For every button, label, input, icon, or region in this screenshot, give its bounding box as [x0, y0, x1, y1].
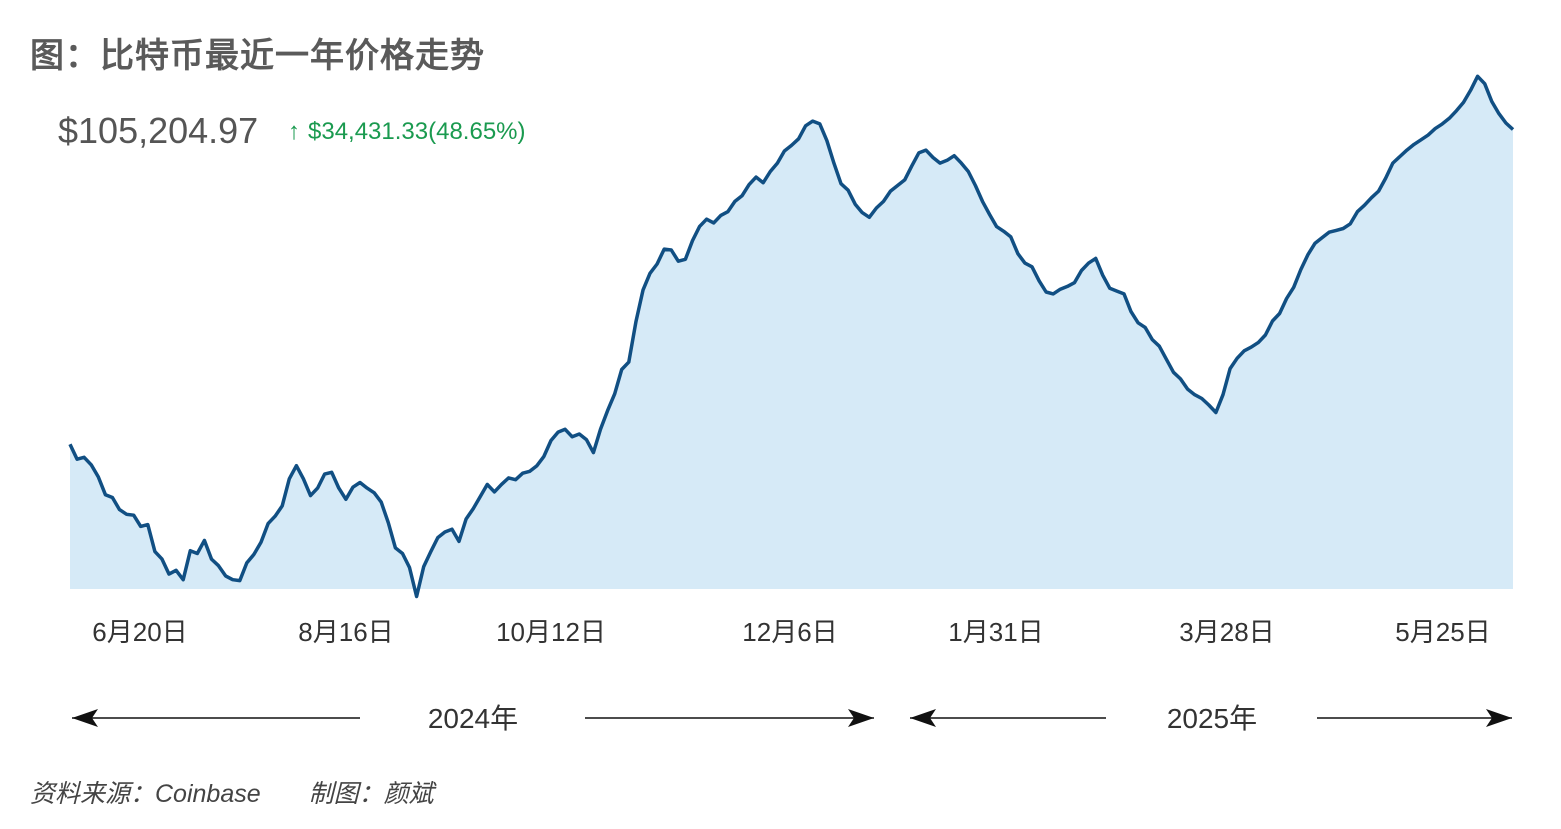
year-label: 2024年: [428, 703, 518, 734]
price-area-fill: [70, 76, 1513, 597]
plot-area: [68, 74, 1515, 599]
up-arrow-icon: ↑: [288, 118, 300, 145]
x-tick-label: 6月20日: [92, 617, 187, 647]
arrowhead-icon: [1486, 709, 1512, 727]
arrowhead-icon: [848, 709, 874, 727]
price-line: [68, 74, 1515, 599]
price-change-value: $34,431.33(48.65%): [308, 118, 526, 145]
source-credit: 资料来源：Coinbase: [30, 780, 261, 808]
arrowhead-icon: [72, 709, 98, 727]
arrowhead-icon: [910, 709, 936, 727]
author-credit: 制图：颜斌: [308, 780, 434, 808]
x-tick-label: 1月31日: [948, 617, 1043, 647]
price-change: ↑ $34,431.33(48.65%): [288, 118, 526, 146]
x-tick-label: 12月6日: [742, 617, 837, 647]
current-price: $105,204.97: [58, 110, 259, 151]
chart-title: 图：比特币最近一年价格走势: [30, 36, 485, 76]
x-tick-label: 10月12日: [496, 617, 606, 647]
year-spans: 2024年 2025年: [72, 703, 1512, 734]
footer: 资料来源：Coinbase 制图：颜斌: [30, 774, 434, 810]
x-tick-label: 5月25日: [1395, 617, 1490, 647]
x-tick-label: 8月16日: [298, 617, 393, 647]
x-axis-ticks: 6月20日 8月16日 10月12日 12月6日 1月31日 3月28日 5月25日: [92, 617, 1490, 647]
year-label: 2025年: [1167, 703, 1257, 734]
x-tick-label: 3月28日: [1179, 617, 1274, 647]
